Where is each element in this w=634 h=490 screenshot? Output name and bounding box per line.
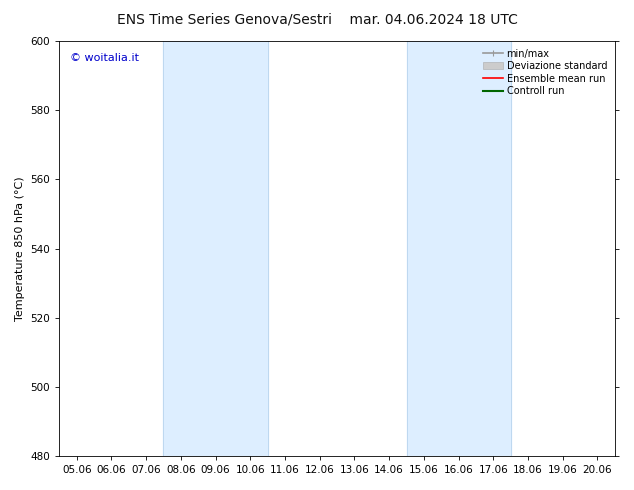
Y-axis label: Temperature 850 hPa (°C): Temperature 850 hPa (°C)	[15, 176, 25, 321]
Bar	[406, 41, 510, 456]
Text: © woitalia.it: © woitalia.it	[70, 53, 139, 64]
Bar	[164, 41, 268, 456]
Legend: min/max, Deviazione standard, Ensemble mean run, Controll run: min/max, Deviazione standard, Ensemble m…	[481, 46, 610, 99]
Text: ENS Time Series Genova/Sestri    mar. 04.06.2024 18 UTC: ENS Time Series Genova/Sestri mar. 04.06…	[117, 12, 517, 26]
